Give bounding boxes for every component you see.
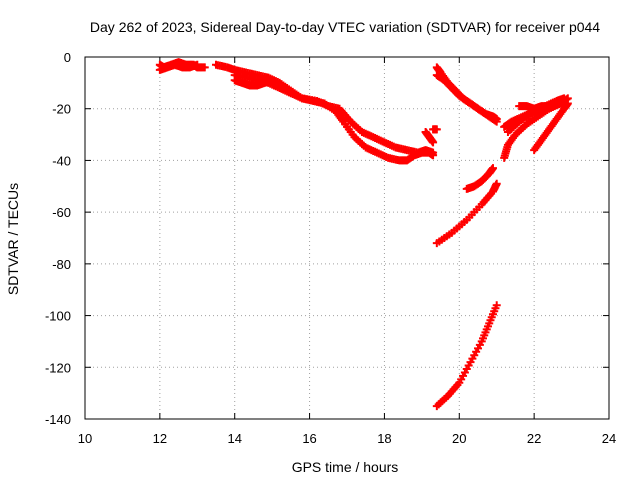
x-tick-label: 16 <box>302 431 316 446</box>
data-point <box>268 76 277 85</box>
chart-title: Day 262 of 2023, Sidereal Day-to-day VTE… <box>90 19 600 35</box>
data-point <box>200 63 209 72</box>
data-point <box>492 179 501 188</box>
data-point <box>488 164 497 173</box>
data-point <box>492 117 501 126</box>
y-tick-label: 0 <box>64 50 71 65</box>
series-track-2 <box>155 60 202 74</box>
y-tick-label: -60 <box>52 205 71 220</box>
x-axis-label: GPS time / hours <box>292 459 399 475</box>
plot-frame <box>84 56 610 420</box>
series-track-6 <box>421 127 438 147</box>
y-tick-label: -20 <box>52 102 71 117</box>
series-track-7 <box>429 125 441 134</box>
data-point <box>429 138 438 147</box>
y-tick-label: -120 <box>45 360 71 375</box>
data-marks <box>155 58 572 411</box>
series-track-12 <box>432 301 501 411</box>
series-track-10 <box>462 164 497 193</box>
y-tick-label: -40 <box>52 153 71 168</box>
x-tick-label: 22 <box>527 431 541 446</box>
data-point <box>193 60 202 69</box>
series-track-5 <box>230 76 277 90</box>
y-tick-label: -100 <box>45 309 71 324</box>
y-axis-label: SDTVAR / TECUs <box>5 183 21 295</box>
y-tick-label: -140 <box>45 412 71 427</box>
series-track-16 <box>515 99 565 113</box>
x-tick-label: 18 <box>377 431 391 446</box>
x-tick-label: 24 <box>602 431 616 446</box>
x-tick-label: 10 <box>78 431 92 446</box>
series-track-17 <box>530 99 572 155</box>
x-tick-label: 20 <box>452 431 466 446</box>
x-tick-label: 12 <box>153 431 167 446</box>
axis-ticks: 10 12 14 16 18 20 22 24 0 -20 -40 -60 -80 -100 -120 -14… <box>45 50 616 446</box>
data-point <box>432 125 441 134</box>
series-track-9 <box>432 71 501 126</box>
x-tick-label: 14 <box>227 431 241 446</box>
data-point <box>556 99 565 108</box>
data-point <box>492 301 501 310</box>
data-point <box>563 99 572 108</box>
data-point <box>429 151 438 160</box>
series-track-11 <box>432 179 501 248</box>
y-tick-label: -80 <box>52 257 71 272</box>
